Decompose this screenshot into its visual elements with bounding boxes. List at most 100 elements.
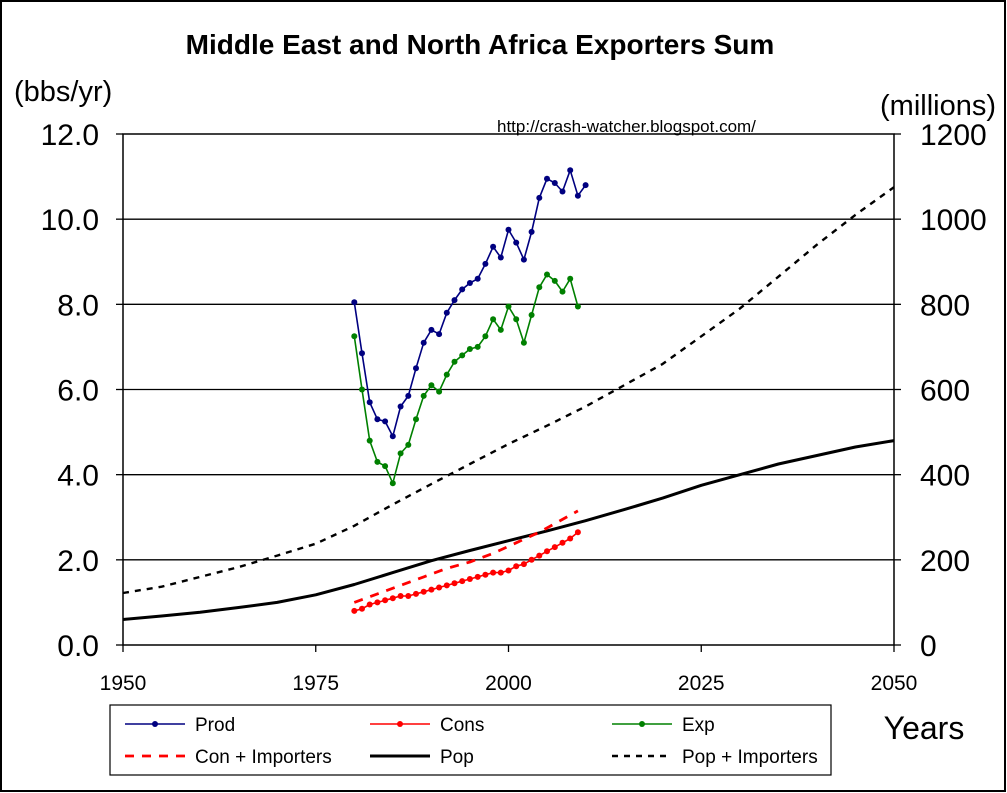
data-point-cons <box>497 569 504 576</box>
legend-label-exp: Exp <box>682 715 715 736</box>
data-point-exp <box>374 458 381 465</box>
data-point-cons <box>459 578 466 585</box>
right-axis-unit: (millions) <box>880 90 996 122</box>
data-point-exp <box>359 386 365 393</box>
gridlines <box>123 218 894 561</box>
data-point-prod <box>389 433 396 440</box>
data-point-exp <box>559 288 566 295</box>
data-point-prod <box>359 350 365 357</box>
legend-label-prod: Prod <box>195 715 235 736</box>
y-left-tick-label: 8.0 <box>57 289 99 322</box>
data-point-cons <box>374 599 381 606</box>
data-point-cons <box>405 593 412 599</box>
data-point-cons <box>397 593 404 599</box>
data-point-prod <box>497 254 504 261</box>
data-point-prod <box>559 188 566 195</box>
left-axis-unit: (bbs/yr) <box>14 76 112 108</box>
data-point-exp <box>459 352 466 359</box>
x-tick-label: 1975 <box>292 672 339 695</box>
data-point-exp <box>428 382 435 389</box>
data-point-prod <box>551 180 558 186</box>
y-right-tick-label: 800 <box>920 289 970 322</box>
data-point-cons <box>420 588 427 595</box>
data-point-cons <box>544 548 550 555</box>
data-point-prod <box>574 192 581 199</box>
data-point-prod <box>420 339 427 346</box>
y-right-tick-label: 1000 <box>920 204 987 237</box>
x-axis-label: Years <box>884 710 965 746</box>
data-point-prod <box>490 243 497 250</box>
data-point-exp <box>520 339 527 346</box>
data-point-exp <box>382 463 389 470</box>
y-left-tick-label: 12.0 <box>41 119 99 152</box>
data-point-cons <box>443 582 450 589</box>
data-point-exp <box>513 316 520 323</box>
data-point-cons <box>567 535 574 542</box>
data-point-cons <box>536 552 543 559</box>
data-point-cons <box>520 561 527 568</box>
y-left-tick-label: 6.0 <box>57 375 99 408</box>
data-point-prod <box>459 286 466 293</box>
data-point-cons <box>389 595 396 602</box>
data-point-cons <box>559 539 566 546</box>
data-point-prod <box>505 226 512 233</box>
data-point-prod <box>436 331 443 338</box>
data-point-cons <box>505 567 512 574</box>
data-point-exp <box>466 346 473 352</box>
data-point-exp <box>482 333 489 340</box>
data-point-exp <box>544 271 550 278</box>
data-point-exp <box>351 333 358 340</box>
data-point-exp <box>567 275 574 282</box>
legend-label-con-importers: Con + Importers <box>195 747 332 768</box>
series-line-pop <box>122 439 895 621</box>
data-point-cons <box>551 544 558 551</box>
data-point-exp <box>397 450 404 457</box>
source-url: http://crash-watcher.blogspot.com/ <box>497 117 756 136</box>
data-point-prod <box>397 403 404 410</box>
data-point-cons <box>351 607 358 614</box>
y-right-tick-label: 600 <box>920 375 970 408</box>
data-point-prod <box>366 399 373 406</box>
legend-label-pop: Pop <box>440 747 474 768</box>
data-point-exp <box>389 480 396 487</box>
data-point-cons <box>490 569 497 576</box>
data-point-cons <box>513 563 520 570</box>
data-point-exp <box>536 284 543 291</box>
data-point-prod <box>482 260 489 267</box>
legend-marker-cons <box>397 721 403 727</box>
legend-label-cons: Cons <box>440 715 484 736</box>
data-point-cons <box>382 597 389 604</box>
data-point-exp <box>505 303 512 310</box>
y-left-tick-label: 2.0 <box>57 545 99 578</box>
x-tick-label: 2050 <box>871 672 918 695</box>
chart-title: Middle East and North Africa Exporters S… <box>186 29 775 60</box>
data-point-exp <box>366 437 373 444</box>
data-point-cons <box>451 580 458 587</box>
data-point-prod <box>513 239 520 246</box>
data-point-exp <box>528 312 535 318</box>
y-right-tick-label: 200 <box>920 545 970 578</box>
data-point-exp <box>574 303 581 310</box>
series-lines <box>122 167 895 621</box>
y-right-tick-label: 400 <box>920 460 970 493</box>
data-point-prod <box>405 392 412 399</box>
data-point-prod <box>582 182 589 189</box>
legend-label-pop-importers: Pop + Importers <box>682 747 818 768</box>
data-point-exp <box>413 416 419 423</box>
data-point-cons <box>528 556 535 563</box>
x-tick-label: 2025 <box>678 672 725 695</box>
data-point-cons <box>413 590 419 597</box>
legend: Prod Cons Exp Con + Importers Pop Pop + Impor… <box>109 704 832 776</box>
legend-marker-exp <box>639 721 645 727</box>
data-point-cons <box>436 584 443 591</box>
data-point-cons <box>366 601 373 608</box>
data-point-cons <box>359 605 365 612</box>
data-point-cons <box>474 573 481 580</box>
x-tick-label: 1950 <box>100 672 147 695</box>
data-point-exp <box>436 388 443 395</box>
data-point-prod <box>528 228 535 235</box>
legend-box <box>109 704 832 776</box>
data-point-exp <box>551 277 558 284</box>
